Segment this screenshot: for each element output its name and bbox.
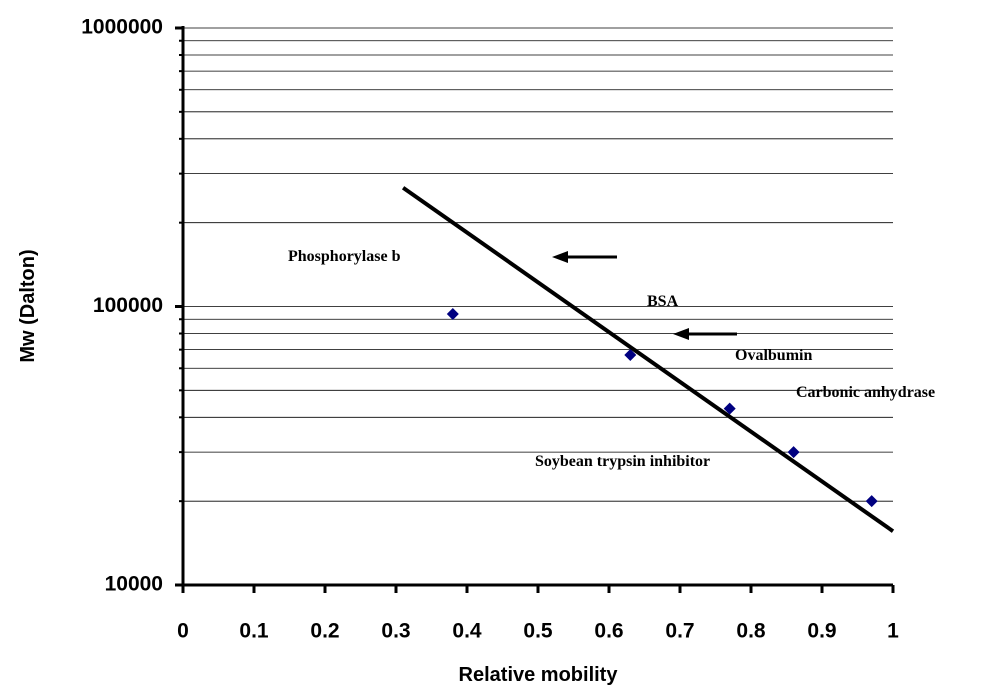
arrows (552, 251, 737, 340)
y-tick-label: 100000 (93, 294, 163, 317)
trendline (401, 186, 895, 533)
annotation: Ovalbumin (735, 347, 812, 364)
data-point (446, 307, 459, 320)
x-tick-label: 0.1 (239, 620, 269, 643)
y-tick-label: 10000 (105, 573, 163, 596)
arrow-head (673, 328, 689, 340)
y-tick-label: 1000000 (81, 16, 163, 39)
x-tick-label: 0.3 (381, 620, 410, 643)
x-tick-label: 0.2 (310, 620, 339, 643)
x-tick-label: 0.8 (736, 620, 766, 643)
data-point (723, 402, 736, 415)
data-point (624, 348, 637, 361)
x-tick-label: 0.6 (594, 620, 623, 643)
annotation: Phosphorylase b (288, 248, 401, 265)
x-tick-label: 0.9 (807, 620, 836, 643)
x-tick-label: 0.5 (523, 620, 553, 643)
x-tick-label: 0 (177, 620, 189, 643)
x-tick-label: 0.7 (665, 620, 694, 643)
data-point (787, 446, 800, 459)
y-axis-title: Mw (Dalton) (17, 249, 39, 362)
x-tick-label: 1 (887, 620, 899, 643)
arrow-head (552, 251, 568, 263)
data-point (865, 495, 878, 508)
annotation: Carbonic anhydrase (796, 384, 935, 401)
x-axis-title: Relative mobility (459, 664, 619, 686)
annotation: BSA (647, 293, 679, 310)
annotation: Soybean trypsin inhibitor (535, 453, 710, 470)
x-tick-label: 0.4 (452, 620, 482, 643)
